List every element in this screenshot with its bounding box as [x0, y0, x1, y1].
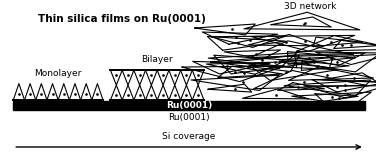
- Text: Ru(0001): Ru(0001): [168, 113, 210, 122]
- Text: Si coverage: Si coverage: [162, 132, 216, 141]
- Text: Monolayer: Monolayer: [34, 69, 82, 78]
- Text: Bilayer: Bilayer: [141, 55, 173, 64]
- Text: Thin silica films on Ru(0001): Thin silica films on Ru(0001): [38, 14, 206, 24]
- Bar: [13, 101, 365, 110]
- Text: Ru(0001): Ru(0001): [166, 101, 212, 110]
- Text: 3D network: 3D network: [284, 2, 337, 11]
